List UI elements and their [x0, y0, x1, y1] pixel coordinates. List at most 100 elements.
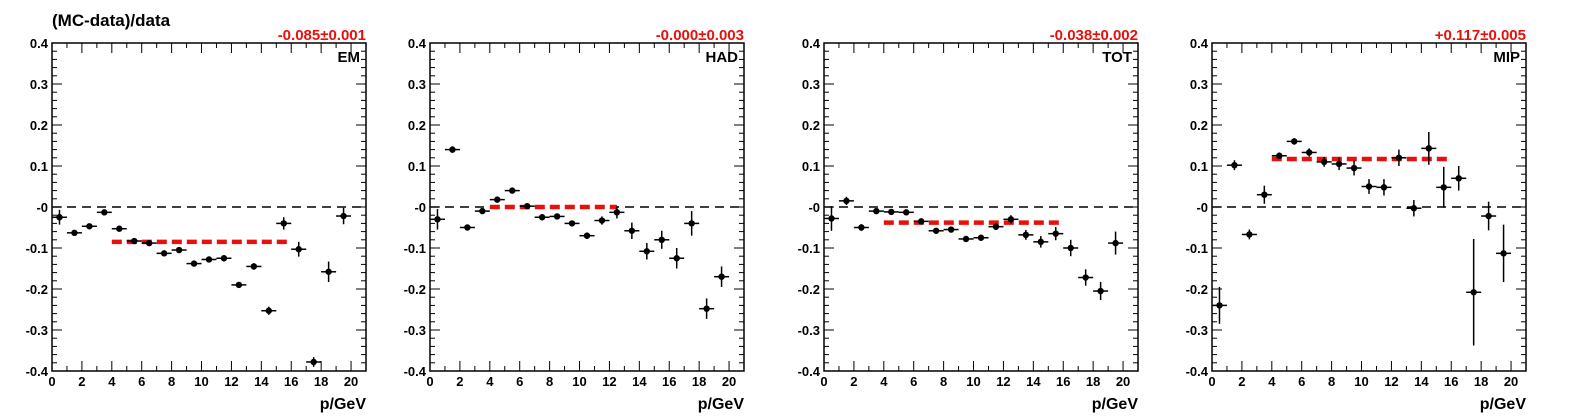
data-point	[295, 246, 302, 253]
data-point	[1440, 184, 1447, 191]
y-tick-label: -0.4	[26, 364, 49, 379]
x-tick-label: 10	[572, 374, 586, 389]
y-tick-label: 0.4	[30, 36, 49, 51]
data-point	[160, 250, 168, 257]
x-tick-label: 14	[1414, 374, 1429, 389]
y-tick-label: -0.2	[26, 282, 48, 297]
data-point	[598, 217, 606, 224]
y-tick-label: -0	[808, 200, 820, 215]
data-point	[86, 223, 93, 230]
x-tick-label: 20	[1504, 374, 1518, 389]
data-point	[449, 146, 456, 153]
fit-value: -0.038±0.002	[1050, 27, 1138, 44]
x-tick-label: 2	[78, 374, 85, 389]
y-tick-label: -0.2	[404, 282, 426, 297]
data-point	[280, 220, 287, 227]
x-tick-label: 0	[426, 374, 433, 389]
data-point	[434, 216, 441, 223]
y-tick-label: -0.1	[1186, 241, 1208, 256]
y-tick-label: -0.4	[798, 364, 821, 379]
panel-label: MIP	[1493, 49, 1520, 66]
x-tick-label: 16	[1056, 374, 1070, 389]
x-tick-label: 8	[168, 374, 175, 389]
data-point	[1485, 212, 1492, 220]
data-point	[1082, 274, 1089, 281]
data-point	[71, 229, 78, 237]
x-tick-label: 0	[48, 374, 55, 389]
data-point	[703, 305, 710, 312]
y-tick-label: -0	[1196, 200, 1208, 215]
x-tick-label: 18	[692, 374, 706, 389]
y-tick-label: 0.3	[802, 77, 820, 92]
x-tick-label: 12	[602, 374, 616, 389]
x-tick-label: 6	[516, 374, 523, 389]
y-tick-label: -0.3	[1186, 323, 1208, 338]
y-tick-label: -0	[36, 200, 48, 215]
y-tick-label: 0.4	[1190, 36, 1209, 51]
data-point	[583, 232, 591, 239]
y-tick-label: 0.2	[1190, 118, 1208, 133]
x-tick-label: 18	[1086, 374, 1100, 389]
data-point	[1365, 183, 1373, 190]
data-point	[220, 255, 228, 262]
y-tick-label: 0.1	[1190, 159, 1208, 174]
y-tick-label: -0.2	[1186, 282, 1208, 297]
data-point	[553, 213, 561, 220]
data-point	[1037, 238, 1045, 246]
y-tick-label: -0.4	[404, 364, 427, 379]
y-tick-label: -0.3	[798, 323, 820, 338]
y-tick-label: -0	[414, 200, 426, 215]
data-point	[509, 187, 516, 194]
x-tick-label: 4	[108, 374, 116, 389]
data-point	[538, 214, 546, 221]
figure-ylabel: (MC-data)/data	[52, 11, 171, 30]
data-point	[175, 246, 183, 254]
data-point	[977, 234, 985, 241]
data-point	[858, 224, 865, 231]
data-point	[1276, 152, 1283, 159]
data-point	[235, 281, 243, 289]
data-point	[1500, 250, 1507, 257]
x-axis-label: p/GeV	[1480, 396, 1527, 413]
x-tick-label: 20	[344, 374, 358, 389]
panel-mip: -0.4 -0.3 -0.2 -0.1 -0 0.1 0.2 0.3 0.4 0 2 4 6 8 10 12 1…	[1186, 27, 1527, 413]
x-tick-label: 18	[1474, 374, 1488, 389]
y-tick-label: 0.4	[802, 36, 821, 51]
data-point	[1097, 287, 1104, 295]
y-tick-label: -0.4	[1186, 364, 1209, 379]
data-point	[464, 224, 471, 231]
data-point	[888, 208, 895, 216]
x-axis-label: p/GeV	[698, 396, 745, 413]
y-tick-label: 0.2	[408, 118, 426, 133]
x-axis-label: p/GeV	[320, 396, 367, 413]
data-point	[310, 358, 317, 366]
data-point	[1216, 302, 1223, 309]
x-tick-label: 2	[1238, 374, 1245, 389]
data-point	[1007, 216, 1015, 223]
data-point	[932, 227, 940, 234]
data-point	[190, 260, 198, 267]
data-point	[962, 235, 970, 243]
y-tick-label: 0.3	[1190, 77, 1208, 92]
x-tick-label: 2	[456, 374, 463, 389]
x-tick-label: 20	[1116, 374, 1130, 389]
data-point	[1246, 231, 1253, 238]
data-point	[828, 215, 835, 222]
panel-label: TOT	[1102, 49, 1132, 66]
data-point	[1231, 161, 1238, 169]
x-tick-label: 10	[194, 374, 208, 389]
data-point	[947, 226, 955, 233]
data-point	[116, 225, 123, 232]
x-tick-label: 14	[632, 374, 647, 389]
data-point	[1335, 160, 1343, 168]
data-point	[325, 268, 332, 275]
data-point	[145, 239, 153, 247]
x-tick-label: 8	[940, 374, 947, 389]
y-tick-label: -0.3	[26, 323, 48, 338]
data-point	[1320, 158, 1328, 166]
fit-value: +0.117±0.005	[1435, 27, 1526, 44]
data-point	[903, 209, 910, 216]
x-tick-label: 0	[1208, 374, 1215, 389]
x-tick-label: 12	[1384, 374, 1398, 389]
data-point	[873, 207, 880, 215]
